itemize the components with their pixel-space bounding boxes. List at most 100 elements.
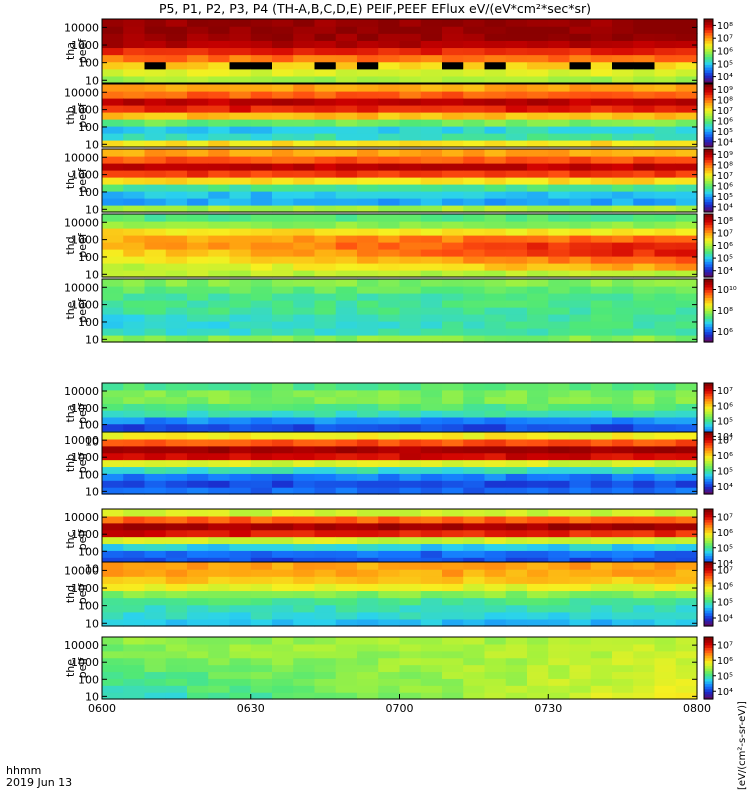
colorbar-segment: [704, 310, 713, 314]
heatmap-cell: [144, 149, 167, 157]
heatmap-cell: [442, 105, 464, 113]
heatmap-cell: [420, 228, 443, 236]
heatmap-cell: [505, 515, 528, 524]
heatmap-cell: [144, 650, 167, 659]
colorbar-segment: [704, 240, 713, 244]
heatmap-cell: [675, 184, 698, 192]
heatmap-cell: [569, 569, 592, 577]
heatmap-cell: [144, 133, 167, 141]
heatmap-cell: [590, 214, 613, 222]
heatmap-cell: [378, 410, 401, 418]
heatmap-cell: [123, 550, 146, 558]
colorbar-segment: [704, 45, 713, 49]
colorbar-segment: [704, 72, 713, 76]
heatmap-cell: [569, 149, 592, 157]
heatmap-cell: [420, 198, 443, 206]
heatmap-cell: [335, 557, 358, 565]
heatmap-cell: [463, 33, 486, 41]
heatmap-cell: [102, 383, 124, 391]
heatmap-cell: [633, 321, 656, 329]
heatmap-cell: [590, 235, 613, 243]
heatmap-cell: [569, 383, 592, 391]
heatmap-cell: [208, 416, 231, 425]
heatmap-cell: [165, 335, 188, 343]
heatmap-cell: [548, 604, 571, 613]
heatmap-cell: [505, 410, 528, 418]
heatmap-cell: [633, 643, 656, 652]
colorbar-segment: [704, 649, 713, 654]
heatmap-cell: [250, 618, 273, 627]
heatmap-cell: [590, 678, 613, 686]
heatmap-cell: [463, 550, 486, 558]
heatmap-cell: [569, 550, 592, 558]
colorbar-tick-label: 10⁴: [717, 266, 733, 277]
heatmap-cell: [399, 403, 422, 411]
heatmap-cell: [420, 396, 443, 404]
heatmap-cell: [187, 438, 209, 447]
heatmap-cell: [527, 156, 549, 164]
heatmap-cell: [505, 293, 528, 301]
heatmap-cell: [654, 293, 677, 301]
heatmap-cell: [442, 98, 464, 106]
heatmap-cell: [293, 543, 316, 551]
heatmap-cell: [612, 515, 634, 524]
heatmap-cell: [633, 149, 656, 157]
colorbar-segment: [704, 410, 713, 415]
heatmap-cell: [548, 256, 571, 264]
heatmap-cell: [314, 293, 337, 301]
heatmap-cell: [102, 84, 124, 92]
heatmap-cell: [420, 33, 443, 41]
heatmap-cell: [335, 293, 358, 301]
heatmap-cell: [484, 569, 507, 577]
heatmap-cell: [654, 140, 677, 148]
heatmap-cell: [165, 140, 188, 148]
heatmap-cell: [357, 550, 379, 558]
y-tick-label: 100: [78, 468, 99, 481]
heatmap-cell: [229, 91, 252, 99]
heatmap-cell: [463, 235, 486, 243]
heatmap-cell: [378, 557, 401, 565]
heatmap-cell: [144, 328, 167, 336]
heatmap-cell: [102, 403, 124, 411]
heatmap-cell: [442, 40, 464, 49]
heatmap-cell: [569, 33, 592, 41]
heatmap-cell: [123, 583, 146, 592]
heatmap-cell: [123, 383, 146, 391]
colorbar-segment: [704, 204, 713, 208]
heatmap-cell: [314, 26, 337, 34]
heatmap-cell: [654, 184, 677, 192]
heatmap-cell: [123, 112, 146, 120]
heatmap-cell: [399, 480, 422, 488]
heatmap-cell: [654, 604, 677, 613]
heatmap-cell: [335, 459, 358, 468]
heatmap-cell: [357, 335, 379, 343]
heatmap-cell: [378, 98, 401, 106]
heatmap-cell: [165, 678, 188, 686]
heatmap-cell: [633, 235, 656, 243]
heatmap-cell: [654, 26, 677, 34]
heatmap-cell: [335, 515, 358, 524]
heatmap-cell: [102, 263, 124, 271]
heatmap-cell: [208, 515, 231, 524]
heatmap-cell: [505, 445, 528, 454]
heatmap-cell: [378, 270, 401, 278]
heatmap-cell: [293, 562, 316, 570]
heatmap-cell: [442, 235, 464, 243]
heatmap-cell: [675, 543, 698, 551]
heatmap-cell: [293, 133, 316, 141]
heatmap-cell: [208, 61, 231, 70]
heatmap-cell: [123, 286, 146, 294]
heatmap-cell: [548, 98, 571, 106]
heatmap-cell: [357, 177, 379, 185]
heatmap-cell: [399, 543, 422, 551]
heatmap-cell: [548, 466, 571, 474]
heatmap-cell: [399, 657, 422, 666]
heatmap-cell: [208, 300, 231, 308]
heatmap-cell: [442, 300, 464, 308]
heatmap-cell: [102, 396, 124, 404]
heatmap-cell: [165, 191, 188, 199]
heatmap-cell: [505, 536, 528, 545]
heatmap-cell: [314, 279, 337, 287]
heatmap-cell: [144, 480, 167, 488]
heatmap-cell: [569, 650, 592, 659]
